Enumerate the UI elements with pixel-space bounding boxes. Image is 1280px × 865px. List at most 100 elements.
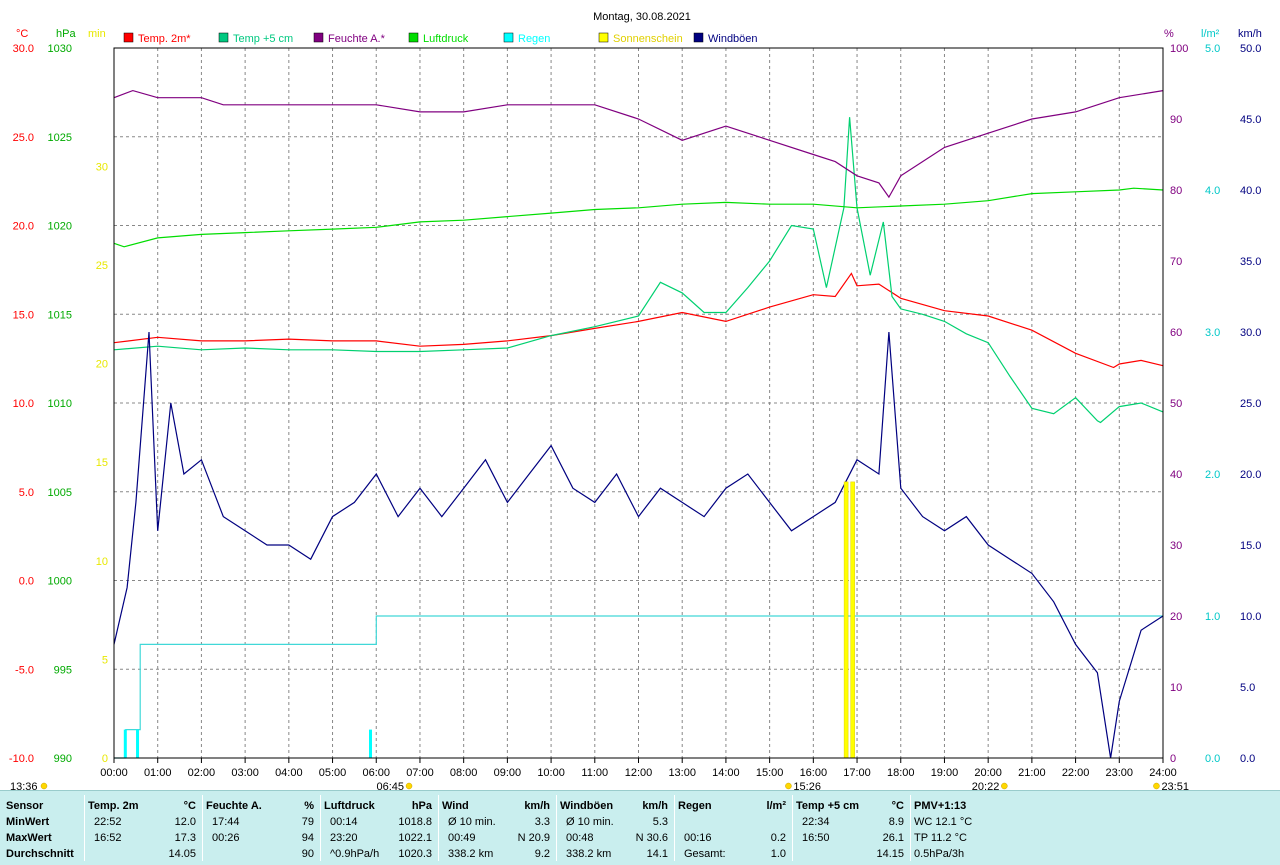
sun-marker-label: 13:36	[10, 781, 38, 790]
tick-label-humidity: 0	[1170, 753, 1176, 765]
axis-unit-humidity: %	[1164, 28, 1174, 40]
stats-column-unit: l/m²	[766, 800, 786, 812]
tick-label-humidity: 100	[1170, 43, 1188, 55]
legend-swatch	[218, 32, 229, 43]
x-tick-label: 24:00	[1149, 767, 1177, 779]
plot-frame	[113, 47, 1164, 759]
tick-label-rain: 5.0	[1205, 43, 1220, 55]
tick-label-humidity: 10	[1170, 682, 1182, 694]
axis-unit-pressure: hPa	[56, 28, 76, 40]
stats-column-unit: °C	[891, 800, 904, 812]
sun-marker-icon	[405, 782, 413, 790]
stats-cell-time: 22:34	[802, 816, 830, 828]
tick-label-sunshine: 15	[96, 457, 108, 469]
tick-label-wind: 40.0	[1240, 185, 1261, 197]
series-line-pressure	[113, 187, 1164, 248]
tick-label-humidity: 80	[1170, 185, 1182, 197]
stats-row-label: MinWert	[6, 816, 50, 828]
stats-column-unit: %	[304, 800, 314, 812]
axis-unit-wind: km/h	[1238, 28, 1262, 40]
stats-cell-time: 0.5hPa/3h	[914, 848, 965, 860]
stats-separator	[674, 795, 675, 861]
x-tick-label: 18:00	[887, 767, 915, 779]
stats-cell-time: Ø 10 min.	[566, 816, 614, 828]
legend-swatch	[693, 32, 704, 43]
stats-cell-time: TP 11.2 °C	[914, 832, 967, 844]
tick-label-temp: 0.0	[19, 576, 34, 588]
stats-cell-time: 23:20	[330, 832, 358, 844]
stats-cell-time: 00:16	[684, 832, 712, 844]
stats-cell-time: 00:26	[212, 832, 240, 844]
tick-label-pressure: 1020	[48, 221, 72, 233]
stats-column-unit: km/h	[524, 800, 550, 812]
tick-label-temp: -5.0	[15, 664, 34, 676]
stats-cell-value: 9.2	[534, 848, 550, 860]
sun-marker-icon	[1001, 782, 1008, 790]
tick-label-sunshine: 10	[96, 556, 108, 568]
stats-row-label: MaxWert	[6, 832, 52, 844]
sun-marker-label: 06:45	[377, 781, 405, 790]
tick-label-sunshine: 25	[96, 260, 108, 272]
stats-column-title: Wind	[442, 800, 469, 812]
stats-cell-value: 1.0	[770, 848, 786, 860]
tick-label-wind: 50.0	[1240, 43, 1261, 55]
stats-cell-value: 1020.3	[398, 848, 432, 860]
stats-cell-value: 14.1	[646, 848, 668, 860]
stats-cell-value: 94	[301, 832, 314, 844]
stats-cell-time: 16:50	[802, 832, 830, 844]
x-tick-label: 03:00	[231, 767, 259, 779]
legend-label: Luftdruck	[423, 33, 469, 45]
stats-cell-value: 12.0	[174, 816, 196, 828]
stats-column-title: Windböen	[560, 800, 614, 812]
stats-separator	[438, 795, 439, 861]
sun-marker-icon	[785, 782, 792, 790]
tick-label-wind: 30.0	[1240, 327, 1261, 339]
legend-swatch	[503, 32, 514, 43]
tick-label-pressure: 995	[54, 664, 72, 676]
stats-column-unit: °C	[183, 800, 196, 812]
legend-swatch	[408, 32, 419, 43]
tick-label-wind: 0.0	[1240, 753, 1255, 765]
series-line-wind	[113, 331, 1164, 759]
sun-marker-icon	[40, 782, 48, 790]
tick-label-humidity: 60	[1170, 327, 1182, 339]
legend-label: Windböen	[708, 33, 758, 45]
tick-label-rain: 2.0	[1205, 469, 1220, 481]
x-tick-label: 00:00	[100, 767, 128, 779]
x-tick-label: 14:00	[712, 767, 740, 779]
tick-label-humidity: 40	[1170, 469, 1182, 481]
tick-label-rain: 0.0	[1205, 753, 1220, 765]
x-tick-label: 12:00	[625, 767, 653, 779]
tick-label-pressure: 1010	[48, 398, 72, 410]
stats-cell-value: 14.15	[876, 848, 904, 860]
x-axis: 00:00 01:00 02:00 03:00 04:00 05:00 06:00 07:00…	[10, 758, 1189, 790]
tick-label-pressure: 1005	[48, 487, 72, 499]
stats-cell-time: ^0.9hPa/h	[330, 848, 380, 860]
tick-label-temp: 25.0	[13, 132, 34, 144]
tick-label-humidity: 50	[1170, 398, 1182, 410]
x-tick-label: 17:00	[843, 767, 871, 779]
sunshine-bar	[843, 481, 849, 759]
legend-label: Feuchte A.*	[328, 33, 386, 45]
sun-marker-label: 20:22	[972, 781, 1000, 790]
x-tick-label: 04:00	[275, 767, 303, 779]
stats-column-title: Temp +5 cm	[796, 800, 860, 812]
x-tick-label: 15:00	[756, 767, 784, 779]
x-tick-label: 16:00	[800, 767, 828, 779]
x-tick-label: 10:00	[537, 767, 565, 779]
tick-label-temp: 15.0	[13, 309, 34, 321]
stats-cell-time: Ø 10 min.	[448, 816, 496, 828]
x-tick-label: 20:00	[974, 767, 1002, 779]
stats-column-title: Temp. 2m	[88, 800, 139, 812]
tick-label-pressure: 990	[54, 753, 72, 765]
x-tick-label: 23:00	[1106, 767, 1134, 779]
series-line-humidity	[113, 89, 1164, 199]
weather-chart: Montag, 30.08.2021 Temp. 2m* Temp +5 cm Fe…	[8, 11, 1262, 790]
tick-label-rain: 4.0	[1205, 185, 1220, 197]
stats-column-title: Feuchte A.	[206, 800, 262, 812]
axis-unit-sunshine: min	[88, 28, 106, 40]
stats-cell-value: 5.3	[652, 816, 668, 828]
legend-label: Temp +5 cm	[233, 33, 293, 45]
legend: Temp. 2m* Temp +5 cm Feuchte A.* Luftdruck R…	[123, 32, 758, 45]
legend-label: Sonnenschein	[613, 33, 683, 45]
